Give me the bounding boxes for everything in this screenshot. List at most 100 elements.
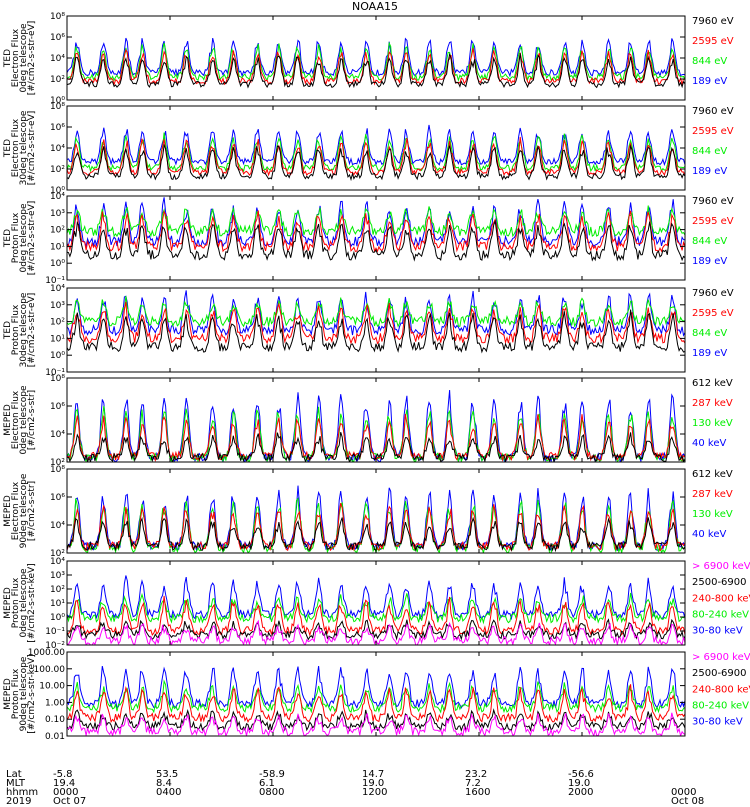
y-tick-label: 100.00: [34, 665, 66, 675]
panel-3: 10⁻¹ 10⁰ 10¹ 10² 10³ 10⁴ TEDProton Flux0deg te…: [3, 192, 734, 286]
y-tick-label: 10²: [50, 549, 65, 559]
y-tick-label: 10⁻¹: [45, 368, 65, 378]
legend-item: 30-80 keV: [692, 717, 743, 728]
legend-item: 612 keV: [692, 469, 733, 480]
legend-item: 844 eV: [692, 146, 727, 157]
chart-title: NOAA15: [351, 0, 399, 13]
x-tick-label-mlt: 19.0: [568, 778, 591, 789]
y-tick-label: 10⁶: [50, 493, 65, 503]
y-axis-label: MEPEDProton Flux0deg telescope[#/cm2-s-s…: [3, 563, 37, 642]
x-tick-label-hhmm: 0000: [53, 787, 79, 798]
legend-item: 2500-6900: [692, 668, 747, 679]
y-tick-label: 10⁴: [50, 521, 65, 531]
y-tick-label: 10⁴: [50, 144, 65, 154]
legend-item: 612 keV: [692, 378, 733, 389]
y-tick-label: 10⁰: [50, 351, 65, 361]
y-axis-label: TEDElectron Flux30deg telescope[#/cm2-s-…: [3, 110, 37, 185]
legend-item: 7960 eV: [692, 16, 734, 27]
y-tick-label: 10⁴: [50, 54, 65, 64]
series-line-2-4: [67, 124, 685, 167]
y-tick-label: 10²: [50, 318, 65, 328]
legend-item: 844 eV: [692, 56, 727, 67]
x-tick-label-lat: 14.7: [362, 769, 385, 780]
y-tick-label: 10⁰: [50, 259, 65, 269]
y-tick-label: 10⁻¹: [45, 627, 65, 637]
x-tick-label-hhmm: 1200: [362, 787, 388, 798]
legend-item: 2595 eV: [692, 126, 734, 137]
x-tick-label-lat: 53.5: [156, 769, 179, 780]
legend-item: 240-800 keV: [692, 684, 750, 695]
x-tick-label-mlt: 6.1: [259, 778, 275, 789]
series-line-2-3: [67, 132, 685, 173]
y-axis-label: MEPEDElectron Flux0deg telescope[#/cm2-s…: [3, 385, 37, 455]
y-tick-label: 1.00: [45, 698, 65, 708]
y-tick-label: 10⁸: [50, 374, 65, 384]
y-tick-label: 10¹: [50, 334, 65, 344]
y-tick-label: 10³: [50, 209, 65, 219]
y-tick-label: 10⁴: [50, 284, 65, 294]
y-tick-label: 10⁰: [50, 613, 65, 623]
series-line-8-4: [67, 679, 685, 714]
legend-item: 80-240 keV: [692, 700, 749, 711]
series-line-4-4: [67, 290, 685, 337]
y-axis-label: TEDProton Flux0deg telescope[#/cm2-s-str…: [3, 201, 37, 276]
legend-item: 40 keV: [692, 438, 726, 449]
series-line-8-5: [67, 665, 685, 710]
y-axis-label: TEDProton Flux30deg telescope[#/cm2-s-st…: [3, 292, 37, 367]
legend-item: 844 eV: [692, 328, 727, 339]
series-line-6-2: [67, 502, 685, 552]
y-tick-label: 10²: [50, 458, 65, 468]
panel-frame: [66, 15, 686, 101]
series-line-5-1: [67, 432, 685, 462]
legend-item: 287 keV: [692, 489, 733, 500]
time-axis: Lat MLT hhmm 2019 -5.8 19.4 0000 Oct 07 53.5…: [0, 769, 750, 807]
legend-item: 80-240 keV: [692, 609, 749, 620]
panel-1: 10⁰ 10² 10⁴ 10⁶ 10⁸ TEDElectron Flux0deg tele…: [3, 12, 734, 106]
x-tick-label-date: Oct 07: [53, 796, 87, 807]
x-tick-label-hhmm: 1600: [465, 787, 491, 798]
legend-item: 240-800 keV: [692, 593, 750, 604]
y-tick-label: 10.00: [39, 682, 65, 692]
y-tick-label: 10⁴: [50, 557, 65, 567]
y-tick-label: 10⁴: [50, 192, 65, 202]
x-tick-label-mlt: 19.4: [53, 778, 76, 789]
x-tick-label-mlt: 8.4: [156, 778, 172, 789]
series-line-3-3: [67, 205, 685, 238]
y-tick-label: 10⁰: [50, 96, 65, 106]
legend-item: 189 eV: [692, 76, 727, 87]
y-tick-label: 10⁶: [50, 123, 65, 133]
legend-item: 189 eV: [692, 348, 727, 359]
series-line-8-1: [67, 712, 685, 736]
legend-item: 2595 eV: [692, 216, 734, 227]
x-tick-label-mlt: 19.0: [362, 778, 385, 789]
panel-2: 10⁰ 10² 10⁴ 10⁶ 10⁸ TEDElectron Flux30deg tel…: [3, 102, 734, 196]
legend-item: > 6900 keV: [692, 652, 750, 663]
y-tick-label: 10⁸: [50, 465, 65, 475]
y-axis-label: MEPEDElectron Flux90deg telescope[#/cm2-…: [3, 473, 37, 548]
legend-item: 7960 eV: [692, 106, 734, 117]
series-line-4-3: [67, 296, 685, 328]
y-tick-label: 10⁴: [50, 430, 65, 440]
y-tick-label: 10²: [50, 226, 65, 236]
legend-item: 130 keV: [692, 418, 733, 429]
y-tick-label: 10¹: [50, 599, 65, 609]
x-tick-label-lat: -58.9: [259, 769, 285, 780]
legend-item: 287 keV: [692, 398, 733, 409]
y-tick-label: 10⁻¹: [45, 276, 65, 286]
y-tick-label: 10³: [50, 571, 65, 581]
axis-row-label-lat: Lat: [6, 769, 22, 780]
x-tick-label-date: Oct 08: [671, 796, 705, 807]
x-tick-label-mlt: 7.2: [465, 778, 481, 789]
legend-item: 7960 eV: [692, 288, 734, 299]
series-line-7-4: [67, 592, 685, 625]
y-tick-label: 10²: [50, 75, 65, 85]
x-tick-label-hhmm: 0400: [156, 787, 182, 798]
x-tick-label-lat: -5.8: [53, 769, 73, 780]
legend-item: 2595 eV: [692, 308, 734, 319]
panel-7: 10⁻² 10⁻¹ 10⁰ 10¹ 10² 10³ 10⁴ MEPEDProton Flux0…: [3, 557, 750, 651]
y-tick-label: 10³: [50, 301, 65, 311]
legend-item: 2500-6900: [692, 577, 747, 588]
axis-row-label-mlt: MLT: [6, 778, 25, 789]
panel-4: 10⁻¹ 10⁰ 10¹ 10² 10³ 10⁴ TEDProton Flux30deg t…: [3, 284, 734, 378]
y-tick-label: 10⁰: [50, 186, 65, 196]
